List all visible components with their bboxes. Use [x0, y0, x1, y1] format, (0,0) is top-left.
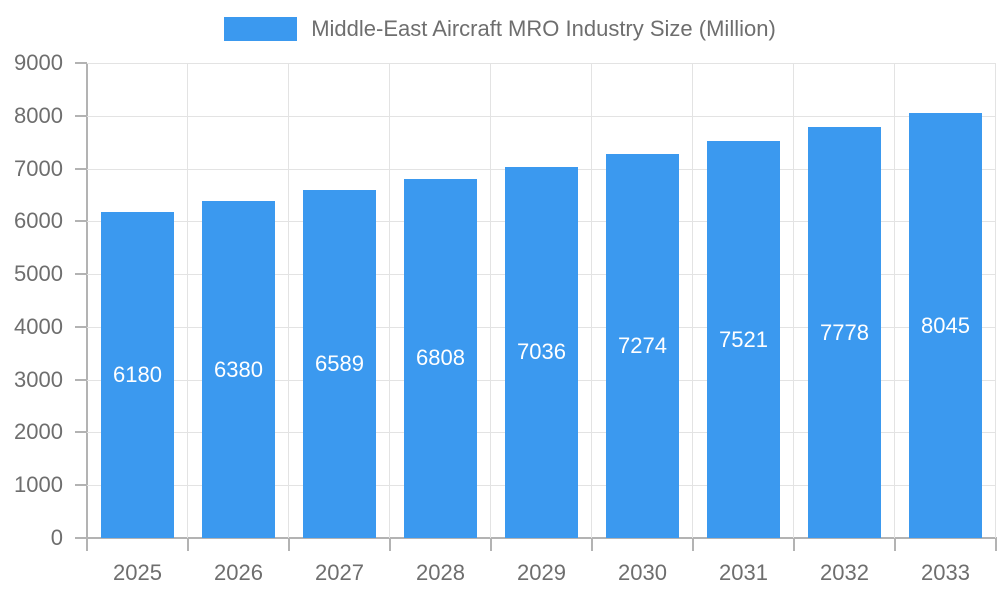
bar-2033[interactable]: 8045: [909, 113, 982, 538]
bar-2027[interactable]: 6589: [303, 190, 376, 538]
y-axis-tick: [75, 325, 87, 328]
y-gridline: [87, 115, 996, 117]
x-gridline: [591, 63, 592, 538]
bar-2030[interactable]: 7274: [606, 154, 679, 538]
bar-value-label: 7274: [618, 333, 667, 359]
y-axis-tick: [75, 167, 87, 170]
chart-legend: Middle-East Aircraft MRO Industry Size (…: [0, 16, 1000, 42]
y-axis-tick-label: 9000: [14, 50, 63, 75]
bar-value-label: 6589: [315, 351, 364, 377]
bar-value-label: 6380: [214, 356, 263, 382]
y-axis-tick: [75, 484, 87, 487]
x-gridline: [793, 63, 794, 538]
x-axis-tick-label: 2027: [315, 560, 364, 585]
x-axis-tick-label: 2030: [618, 560, 667, 585]
y-axis-tick-label: 6000: [14, 208, 63, 234]
y-axis-tick-label: 8000: [14, 102, 63, 128]
y-axis-tick-label: 2000: [14, 419, 63, 445]
bar-value-label: 7521: [719, 326, 768, 352]
y-axis-tick: [75, 431, 87, 434]
bar-value-label: 8045: [921, 312, 970, 338]
bar-2029[interactable]: 7036: [505, 166, 578, 538]
bar-2028[interactable]: 6808: [404, 178, 477, 538]
x-axis-tick: [389, 538, 391, 551]
y-axis-line: [86, 63, 88, 540]
x-gridline: [288, 63, 289, 538]
x-axis-tick-label: 2033: [921, 560, 970, 585]
x-axis-tick: [288, 538, 290, 551]
y-axis-tick-label: 1000: [14, 472, 63, 498]
y-axis-tick-label: 0: [50, 525, 63, 550]
x-axis-tick: [187, 538, 189, 551]
bar-2026[interactable]: 6380: [202, 201, 275, 538]
y-axis-tick-label: 3000: [14, 366, 63, 392]
x-axis-tick: [894, 538, 896, 551]
y-gridline: [87, 63, 996, 64]
x-gridline: [995, 63, 996, 538]
bar-value-label: 7036: [517, 339, 566, 365]
x-axis-tick-label: 2029: [517, 560, 566, 585]
y-axis-tick-label: 4000: [14, 313, 63, 339]
x-axis-tick: [490, 538, 492, 551]
bar-value-label: 7778: [820, 319, 869, 345]
x-axis-tick-label: 2028: [416, 560, 465, 585]
y-axis-tick: [75, 273, 87, 276]
x-axis-tick-label: 2025: [113, 560, 162, 585]
x-axis-tick: [591, 538, 593, 551]
x-gridline: [187, 63, 188, 538]
x-gridline: [894, 63, 895, 538]
x-gridline: [490, 63, 491, 538]
x-gridline: [389, 63, 390, 538]
x-axis-tick: [995, 538, 997, 551]
y-axis-tick: [75, 378, 87, 381]
bar-value-label: 6180: [113, 361, 162, 387]
legend-label: Middle-East Aircraft MRO Industry Size (…: [311, 16, 776, 41]
x-axis-line: [86, 537, 997, 539]
y-axis-tick: [75, 114, 87, 117]
y-axis-tick-label: 5000: [14, 261, 63, 287]
x-gridline: [692, 63, 693, 538]
bar-2031[interactable]: 7521: [707, 141, 780, 538]
x-axis-tick: [793, 538, 795, 551]
x-axis-tick-label: 2026: [214, 560, 263, 585]
y-axis-tick: [75, 537, 87, 539]
x-axis-tick: [692, 538, 694, 551]
y-axis-tick: [75, 62, 87, 64]
bar-2032[interactable]: 7778: [808, 127, 881, 538]
x-axis-tick-label: 2031: [719, 560, 768, 585]
bar-value-label: 6808: [416, 345, 465, 371]
bar-2025[interactable]: 6180: [101, 211, 174, 538]
x-axis-tick-label: 2032: [820, 560, 869, 585]
y-axis-tick-label: 7000: [14, 155, 63, 181]
legend-swatch-icon: [224, 17, 298, 41]
y-axis-tick: [75, 220, 87, 223]
x-axis-tick: [86, 538, 88, 551]
